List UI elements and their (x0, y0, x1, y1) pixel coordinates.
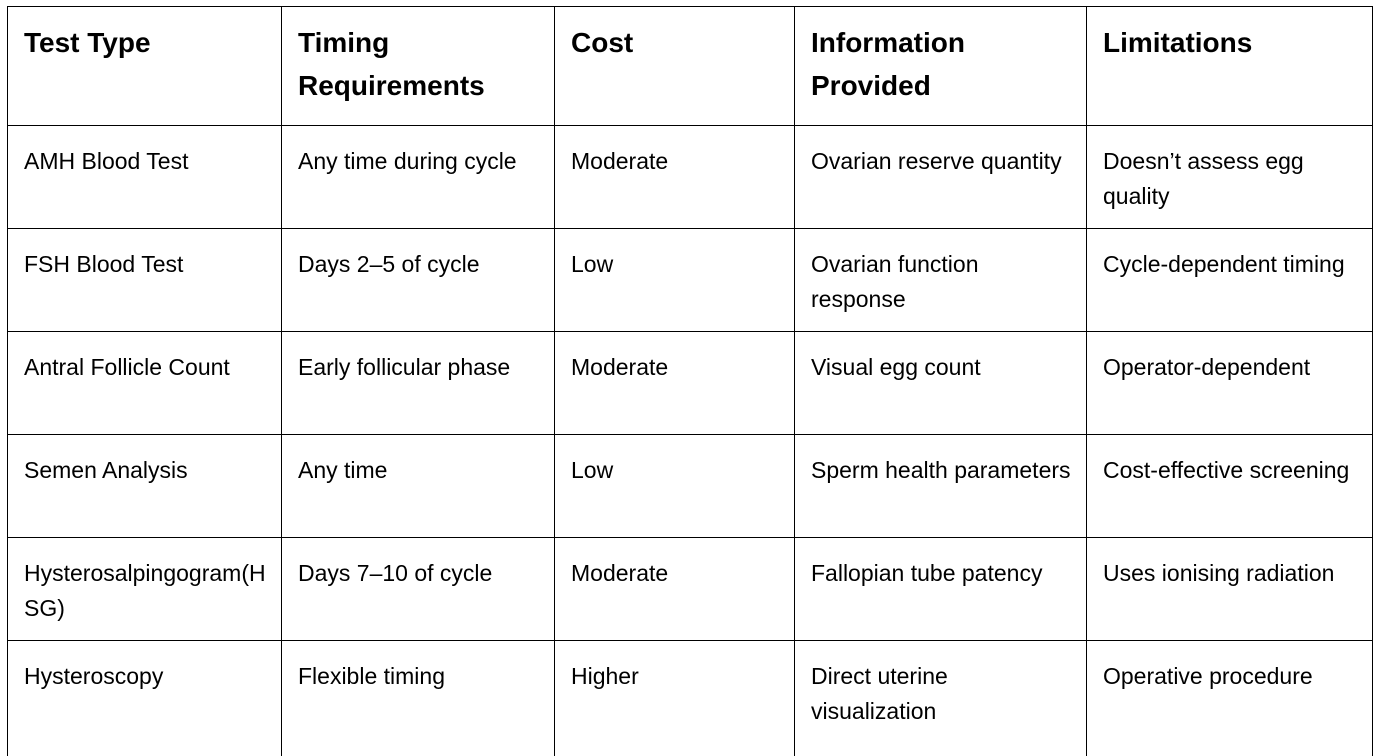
cell-limitations: Doesn’t assess egg quality (1086, 125, 1373, 229)
cell-limitations: Cost-effective screening (1086, 434, 1373, 538)
cell-timing: Early follicular phase (281, 331, 555, 435)
fertility-tests-table: Test Type Timing Requirements Cost Infor… (7, 6, 1373, 756)
table-row: AMH Blood Test Any time during cycle Mod… (7, 125, 1373, 229)
cell-information: Ovarian function response (794, 228, 1087, 332)
table-header-row: Test Type Timing Requirements Cost Infor… (7, 6, 1373, 126)
cell-timing: Any time during cycle (281, 125, 555, 229)
cell-test-type: Semen Analysis (7, 434, 282, 538)
table-row: Semen Analysis Any time Low Sperm health… (7, 434, 1373, 538)
cell-test-type: Hysteroscopy (7, 640, 282, 756)
cell-cost: Moderate (554, 537, 795, 641)
cell-test-type: Hysterosalpingogram(HSG) (7, 537, 282, 641)
cell-cost: Moderate (554, 125, 795, 229)
header-test-type: Test Type (7, 6, 282, 126)
cell-timing: Days 2–5 of cycle (281, 228, 555, 332)
cell-test-type: FSH Blood Test (7, 228, 282, 332)
table-row: Hysteroscopy Flexible timing Higher Dire… (7, 640, 1373, 756)
table-row: Hysterosalpingogram(HSG) Days 7–10 of cy… (7, 537, 1373, 641)
cell-limitations: Operator-dependent (1086, 331, 1373, 435)
cell-test-type: AMH Blood Test (7, 125, 282, 229)
cell-timing: Days 7–10 of cycle (281, 537, 555, 641)
cell-cost: Higher (554, 640, 795, 756)
cell-cost: Low (554, 434, 795, 538)
header-cost: Cost (554, 6, 795, 126)
cell-information: Fallopian tube patency (794, 537, 1087, 641)
cell-information: Sperm health parameters (794, 434, 1087, 538)
table-row: Antral Follicle Count Early follicular p… (7, 331, 1373, 435)
cell-timing: Flexible timing (281, 640, 555, 756)
cell-cost: Low (554, 228, 795, 332)
header-information-provided: Information Provided (794, 6, 1087, 126)
header-timing-requirements: Timing Requirements (281, 6, 555, 126)
cell-test-type: Antral Follicle Count (7, 331, 282, 435)
cell-information: Ovarian reserve quantity (794, 125, 1087, 229)
cell-limitations: Uses ionising radiation (1086, 537, 1373, 641)
header-limitations: Limitations (1086, 6, 1373, 126)
cell-information: Direct uterine visualization (794, 640, 1087, 756)
cell-timing: Any time (281, 434, 555, 538)
cell-limitations: Cycle-dependent timing (1086, 228, 1373, 332)
table-row: FSH Blood Test Days 2–5 of cycle Low Ova… (7, 228, 1373, 332)
cell-cost: Moderate (554, 331, 795, 435)
cell-limitations: Operative procedure (1086, 640, 1373, 756)
cell-information: Visual egg count (794, 331, 1087, 435)
